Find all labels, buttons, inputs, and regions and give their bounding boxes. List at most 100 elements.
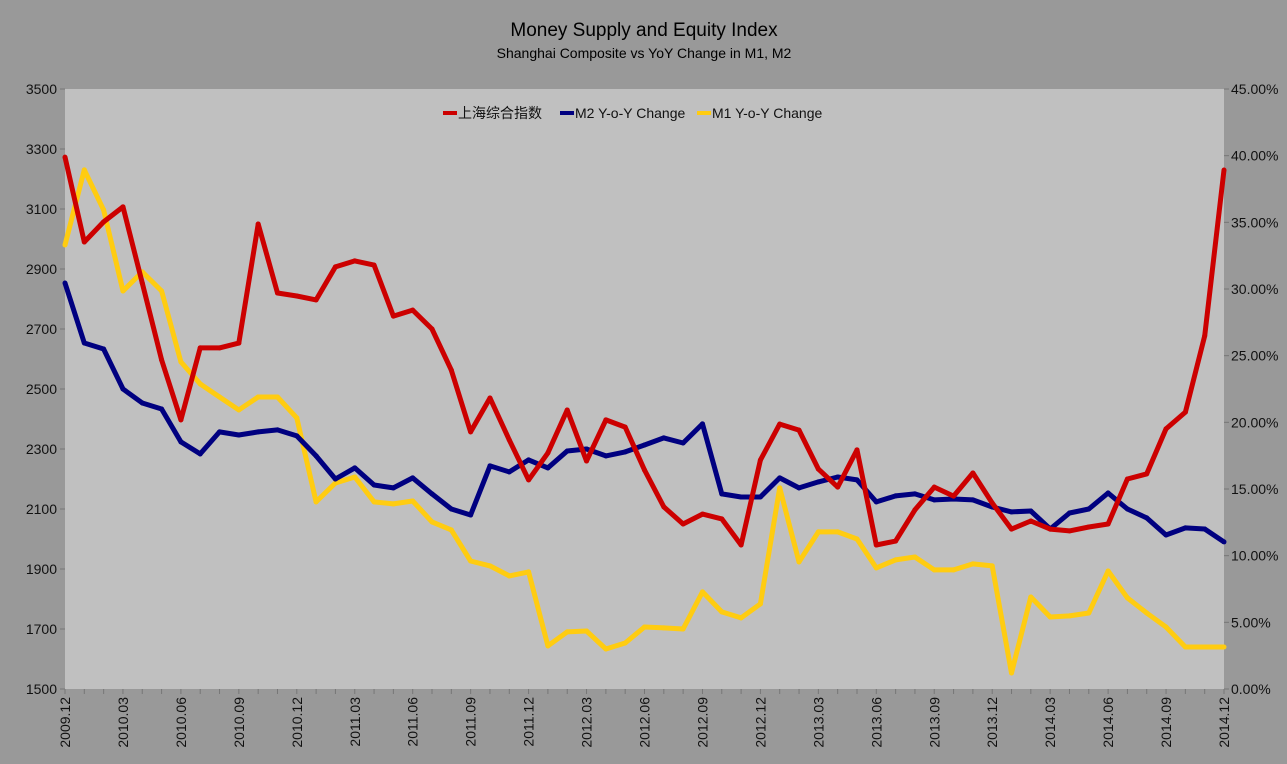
x-tick-label: 2010.06 [173,697,189,748]
x-tick-label: 2011.03 [347,697,363,747]
data-point [835,484,841,490]
data-point [931,484,937,490]
data-point [1086,506,1092,512]
x-tick-label: 2012.03 [579,697,595,748]
data-point [1086,524,1092,530]
x-tick-label: 2013.09 [926,697,942,748]
data-point [274,427,280,433]
data-point [332,476,338,482]
data-point [622,424,628,430]
data-point [448,367,454,373]
y-right-tick-label: 5.00% [1231,614,1271,630]
data-point [197,345,203,351]
data-point [1047,526,1053,532]
y-right-tick-label: 35.00% [1231,214,1278,230]
data-point [139,280,145,286]
data-point [1124,595,1130,601]
data-point [545,450,551,456]
data-point [81,239,87,245]
data-point [970,470,976,476]
x-tick-label: 2010.12 [289,697,305,748]
data-point [1202,644,1208,650]
data-point [1144,471,1150,477]
data-point [815,466,821,472]
data-point [120,204,126,210]
data-point [429,326,435,332]
data-point [81,340,87,346]
series-lines [62,154,1227,676]
data-point [236,432,242,438]
data-point [912,491,918,497]
data-point [931,567,937,573]
data-point [352,474,358,480]
x-tick-label: 2009.12 [57,697,73,748]
data-point [893,493,899,499]
data-point [815,529,821,535]
data-point [178,439,184,445]
data-point [274,290,280,296]
data-point [1105,490,1111,496]
data-point [1221,644,1227,650]
data-point [1066,613,1072,619]
data-point [178,417,184,423]
data-point [893,557,899,563]
data-point [777,485,783,491]
y-right-tick-label: 30.00% [1231,281,1278,297]
data-point [410,498,416,504]
data-point [680,440,686,446]
data-point [410,475,416,481]
data-point [642,624,647,630]
data-point [989,563,995,569]
data-point [835,474,841,480]
data-point [699,421,705,427]
data-point [1221,167,1227,173]
data-point [1009,526,1015,532]
y-left-tick-label: 2100 [26,501,57,517]
data-point [294,415,300,421]
data-point [1086,610,1092,616]
legend-label: 上海综合指数 [458,105,542,121]
data-point [410,307,416,313]
y-left-tick-label: 3500 [26,81,57,97]
data-point [332,264,338,270]
data-point [1028,508,1034,514]
data-point [468,512,474,518]
data-point [854,536,860,542]
data-point [738,542,744,548]
data-point [951,567,957,573]
y-right-tick-label: 45.00% [1231,81,1278,97]
data-point [255,394,261,400]
data-point [255,221,261,227]
data-point [448,527,454,533]
x-tick-label: 2010.03 [115,697,131,748]
y-left-tick-label: 1900 [26,561,57,577]
data-point [81,167,87,173]
data-point [1163,532,1169,538]
data-point [564,448,570,454]
data-point [835,529,841,535]
data-point [197,451,203,457]
data-point [854,447,860,453]
data-point [1105,521,1111,527]
data-point [719,516,725,522]
data-point [603,646,609,652]
y-left-tick-label: 1700 [26,621,57,637]
x-tick-label: 2011.06 [405,697,421,747]
data-point [526,477,532,483]
data-point [217,429,223,435]
data-point [1144,610,1150,616]
plot-area [65,89,1224,689]
data-point [371,482,377,488]
data-point [429,519,435,525]
y-right-tick-label: 20.00% [1231,414,1278,430]
data-point [468,429,474,435]
data-point [1066,510,1072,516]
data-point [1124,506,1130,512]
data-point [796,427,802,433]
x-tick-label: 2014.03 [1042,697,1058,748]
y-left-tick-label: 2900 [26,261,57,277]
data-point [390,313,396,319]
data-point [217,394,223,400]
data-point [564,407,570,413]
data-point [951,493,957,499]
